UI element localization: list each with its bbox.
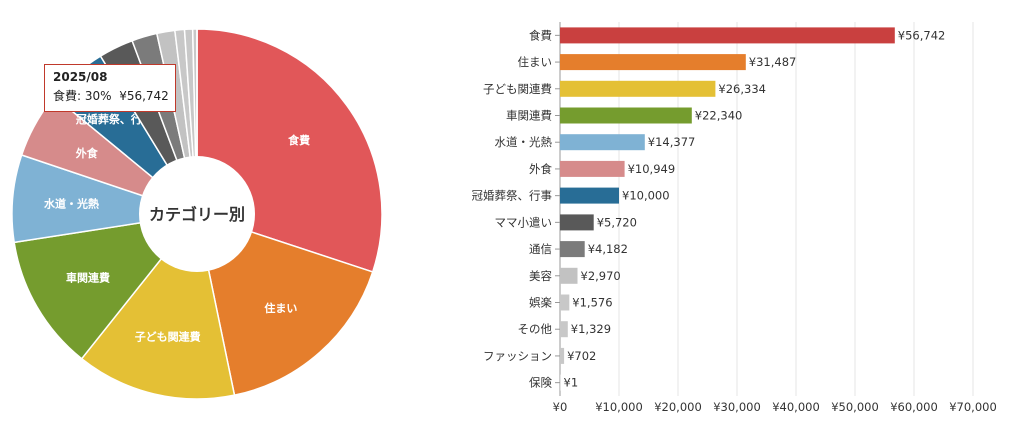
tooltip-body: 食費: 30% ¥56,742 [53, 89, 169, 103]
bar-value-label: ¥702 [567, 349, 596, 363]
pie-slice-label: 水道・光熱 [44, 196, 99, 210]
bar-value-label: ¥31,487 [749, 55, 797, 69]
x-tick-label: ¥70,000 [949, 400, 997, 414]
bar-value-label: ¥2,970 [581, 269, 621, 283]
x-tick-label: ¥20,000 [654, 400, 702, 414]
bar-value-label: ¥4,182 [588, 242, 628, 256]
bar-chart: ¥0 ¥10,000 ¥20,000 ¥30,000 ¥40,000 ¥50,000 ¥60… [472, 22, 997, 414]
bar[interactable] [560, 321, 568, 338]
bar[interactable] [560, 134, 645, 151]
x-tick-label: ¥0 [553, 400, 568, 414]
pie-tooltip: 2025/08 食費: 30% ¥56,742 [44, 64, 176, 112]
pie-slice-label: 子ども関連費 [135, 330, 201, 344]
x-tick-label: ¥40,000 [772, 400, 820, 414]
pie-center-label: カテゴリー別 [149, 205, 245, 224]
y-category-label: その他 [518, 322, 553, 336]
y-category-label: 冠婚葬祭、行事 [472, 189, 553, 203]
bar-value-label: ¥14,377 [648, 135, 696, 149]
x-tick-label: ¥50,000 [831, 400, 879, 414]
y-category-label: 車関連費 [506, 109, 552, 123]
bar-value-label: ¥5,720 [597, 215, 637, 229]
pie-slice[interactable] [13, 212, 199, 360]
bar-value-label: ¥22,340 [695, 109, 743, 123]
tooltip-value: ¥56,742 [119, 89, 169, 103]
bar[interactable] [560, 294, 570, 311]
bar[interactable] [560, 241, 585, 258]
bar-value-label: ¥10,949 [628, 162, 676, 176]
x-tick-label: ¥30,000 [713, 400, 761, 414]
y-category-label: 水道・光熱 [495, 135, 553, 149]
bar-value-label: ¥56,742 [898, 28, 946, 42]
pie-slice-label: 外食 [75, 146, 99, 160]
bar[interactable] [560, 160, 625, 177]
bar[interactable] [560, 27, 895, 44]
bar[interactable] [560, 267, 578, 284]
bar-value-label: ¥26,334 [718, 82, 766, 96]
y-category-label: 子ども関連費 [483, 82, 552, 96]
bar-value-label: ¥1 [564, 376, 579, 390]
tooltip-percent: 30% [84, 89, 112, 103]
donut-hole [139, 156, 255, 272]
pie-slice-label: 冠婚葬祭、行事 [76, 112, 153, 126]
y-category-label: 美容 [529, 269, 552, 283]
pie-slice-label: 車関連費 [66, 270, 110, 284]
pie-slice[interactable] [196, 212, 374, 397]
bar[interactable] [560, 54, 746, 71]
bar[interactable] [560, 347, 565, 364]
bar[interactable] [560, 214, 594, 231]
y-category-label: ママ小遣い [495, 215, 553, 229]
pie-slice-label: 食費 [288, 133, 310, 147]
bar[interactable] [560, 374, 561, 391]
bar-value-label: ¥10,000 [622, 189, 670, 203]
bar[interactable] [560, 107, 692, 124]
x-tick-label: ¥10,000 [595, 400, 643, 414]
bar[interactable] [560, 80, 716, 97]
y-category-label: 通信 [529, 242, 552, 256]
x-tick-label: ¥60,000 [890, 400, 938, 414]
y-category-label: 食費 [529, 28, 552, 42]
tooltip-title: 2025/08 [53, 70, 108, 84]
tooltip-category: 食費 [53, 89, 78, 103]
y-category-label: 住まい [518, 55, 553, 69]
y-category-label: 保険 [529, 376, 552, 390]
y-category-label: ファッション [483, 349, 552, 363]
y-category-label: 娯楽 [529, 296, 552, 310]
bar[interactable] [560, 187, 619, 204]
y-category-label: 外食 [529, 162, 552, 176]
pie-slice-label: 住まい [264, 301, 297, 315]
bar-value-label: ¥1,576 [572, 296, 612, 310]
bar-value-label: ¥1,329 [571, 322, 611, 336]
